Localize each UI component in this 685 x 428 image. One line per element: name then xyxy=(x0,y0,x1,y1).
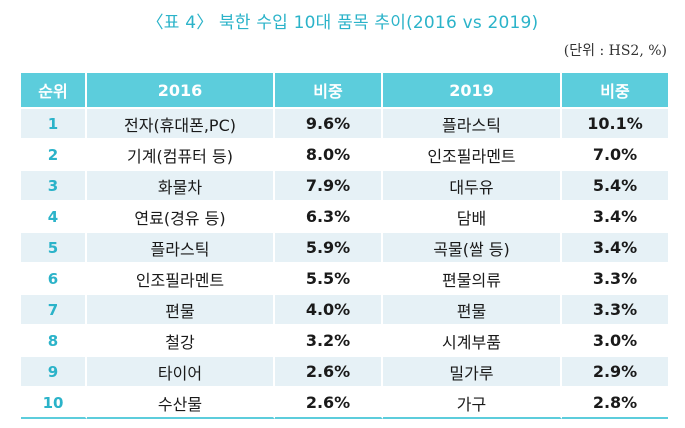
item-2016-cell: 편물 xyxy=(87,293,275,324)
item-2016-cell: 철강 xyxy=(87,324,275,355)
share-2016-cell: 2.6% xyxy=(275,386,383,419)
item-2019-cell: 밀가루 xyxy=(383,355,562,386)
table-row: 5 플라스틱 5.9% 곡물(쌀 등) 3.4% xyxy=(21,231,668,262)
share-2016-cell: 2.6% xyxy=(275,355,383,386)
share-2016-cell: 7.9% xyxy=(275,169,383,200)
share-2019-cell: 3.3% xyxy=(562,262,668,293)
share-2016-cell: 4.0% xyxy=(275,293,383,324)
share-2019-cell: 3.3% xyxy=(562,293,668,324)
table-row: 9 타이어 2.6% 밀가루 2.9% xyxy=(21,355,668,386)
table-title: 〈표 4〉 북한 수입 10대 품목 추이(2016 vs 2019) xyxy=(146,13,539,33)
share-2019-cell: 2.9% xyxy=(562,355,668,386)
item-2019-cell: 플라스틱 xyxy=(383,107,562,138)
item-2019-cell: 편물 xyxy=(383,293,562,324)
item-2019-cell: 인조필라멘트 xyxy=(383,138,562,169)
table-row: 1 전자(휴대폰,PC) 9.6% 플라스틱 10.1% xyxy=(21,107,668,138)
rank-cell: 4 xyxy=(21,200,87,231)
share-2019-cell: 3.4% xyxy=(562,200,668,231)
header-share-2016: 비중 xyxy=(275,73,383,107)
item-2019-cell: 편물의류 xyxy=(383,262,562,293)
header-share-2019: 비중 xyxy=(562,73,668,107)
rank-cell: 7 xyxy=(21,293,87,324)
header-2016: 2016 xyxy=(87,73,275,107)
share-2019-cell: 5.4% xyxy=(562,169,668,200)
import-table: 순위 2016 비중 2019 비중 1 전자(휴대폰,PC) 9.6% 플라스틱 10… xyxy=(21,73,668,419)
share-2016-cell: 8.0% xyxy=(275,138,383,169)
header-rank: 순위 xyxy=(21,73,87,107)
share-2016-cell: 5.5% xyxy=(275,262,383,293)
item-2019-cell: 대두유 xyxy=(383,169,562,200)
item-2016-cell: 인조필라멘트 xyxy=(87,262,275,293)
item-2019-cell: 시계부품 xyxy=(383,324,562,355)
share-2019-cell: 2.8% xyxy=(562,386,668,419)
share-2019-cell: 3.0% xyxy=(562,324,668,355)
item-2019-cell: 담배 xyxy=(383,200,562,231)
share-2016-cell: 6.3% xyxy=(275,200,383,231)
share-2016-cell: 3.2% xyxy=(275,324,383,355)
rank-cell: 6 xyxy=(21,262,87,293)
rank-cell: 1 xyxy=(21,107,87,138)
share-2019-cell: 3.4% xyxy=(562,231,668,262)
rank-cell: 3 xyxy=(21,169,87,200)
item-2016-cell: 기계(컴퓨터 등) xyxy=(87,138,275,169)
table-row: 2 기계(컴퓨터 등) 8.0% 인조필라멘트 7.0% xyxy=(21,138,668,169)
item-2016-cell: 화물차 xyxy=(87,169,275,200)
rank-cell: 9 xyxy=(21,355,87,386)
table-row: 6 인조필라멘트 5.5% 편물의류 3.3% xyxy=(21,262,668,293)
item-2016-cell: 타이어 xyxy=(87,355,275,386)
table-row: 7 편물 4.0% 편물 3.3% xyxy=(21,293,668,324)
share-2016-cell: 9.6% xyxy=(275,107,383,138)
item-2019-cell: 곡물(쌀 등) xyxy=(383,231,562,262)
rank-cell: 8 xyxy=(21,324,87,355)
item-2019-cell: 가구 xyxy=(383,386,562,419)
rank-cell: 5 xyxy=(21,231,87,262)
share-2019-cell: 7.0% xyxy=(562,138,668,169)
item-2016-cell: 수산물 xyxy=(87,386,275,419)
unit-note: (단위 : HS2, %) xyxy=(563,43,667,59)
header-2019: 2019 xyxy=(383,73,562,107)
rank-cell: 10 xyxy=(21,386,87,419)
share-2019-cell: 10.1% xyxy=(562,107,668,138)
table-row: 4 연료(경유 등) 6.3% 담배 3.4% xyxy=(21,200,668,231)
table-row: 8 철강 3.2% 시계부품 3.0% xyxy=(21,324,668,355)
item-2016-cell: 플라스틱 xyxy=(87,231,275,262)
item-2016-cell: 전자(휴대폰,PC) xyxy=(87,107,275,138)
table-row: 3 화물차 7.9% 대두유 5.4% xyxy=(21,169,668,200)
rank-cell: 2 xyxy=(21,138,87,169)
item-2016-cell: 연료(경유 등) xyxy=(87,200,275,231)
share-2016-cell: 5.9% xyxy=(275,231,383,262)
table-row: 10 수산물 2.6% 가구 2.8% xyxy=(21,386,668,419)
header-row: 순위 2016 비중 2019 비중 xyxy=(21,73,668,107)
